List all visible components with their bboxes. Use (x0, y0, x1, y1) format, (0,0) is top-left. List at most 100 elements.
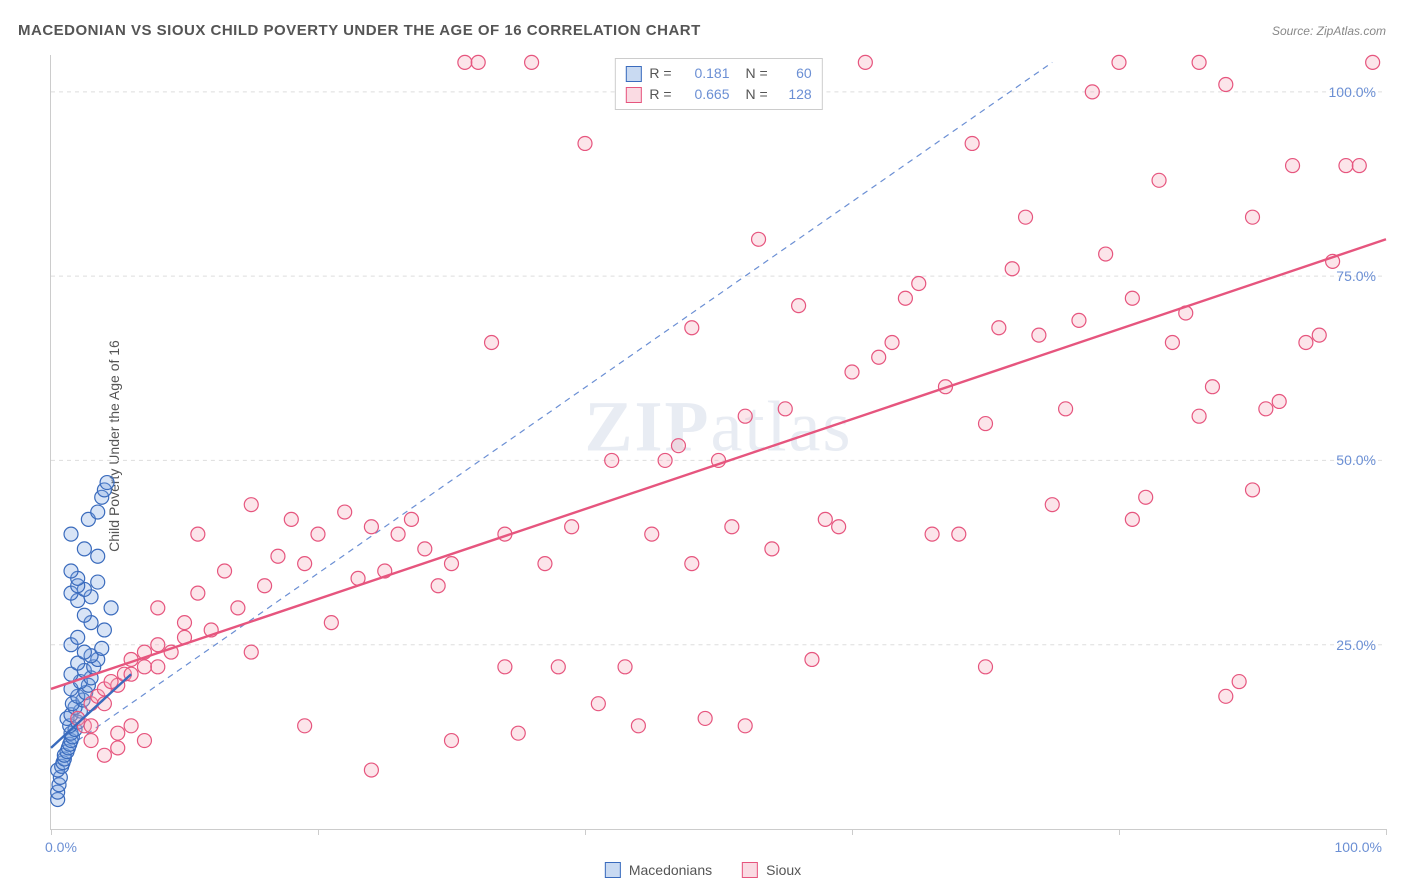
trend-line (51, 239, 1386, 689)
scatter-point (258, 579, 272, 593)
scatter-point (738, 409, 752, 423)
scatter-point (858, 55, 872, 69)
chart-title: MACEDONIAN VS SIOUX CHILD POVERTY UNDER … (18, 22, 701, 39)
scatter-point (1219, 689, 1233, 703)
y-tick-label: 25.0% (1336, 637, 1376, 653)
scatter-point (97, 748, 111, 762)
legend-label: Sioux (766, 862, 801, 878)
scatter-point (645, 527, 659, 541)
scatter-point (1045, 498, 1059, 512)
scatter-point (97, 623, 111, 637)
scatter-point (231, 601, 245, 615)
scatter-point (1085, 85, 1099, 99)
stats-swatch (625, 66, 641, 82)
scatter-point (752, 232, 766, 246)
scatter-point (952, 527, 966, 541)
scatter-point (298, 557, 312, 571)
legend-swatch (605, 862, 621, 878)
scatter-point (551, 660, 565, 674)
scatter-point (471, 55, 485, 69)
scatter-point (591, 697, 605, 711)
scatter-point (511, 726, 525, 740)
scatter-point (111, 726, 125, 740)
scatter-point (792, 299, 806, 313)
x-axis-origin-label: 0.0% (45, 839, 77, 855)
scatter-point (458, 55, 472, 69)
scatter-point (1072, 313, 1086, 327)
scatter-point (1232, 675, 1246, 689)
scatter-point (64, 527, 78, 541)
scatter-point (218, 564, 232, 578)
scatter-point (578, 136, 592, 150)
x-tick (585, 829, 586, 835)
scatter-point (91, 575, 105, 589)
scatter-point (925, 527, 939, 541)
scatter-point (979, 660, 993, 674)
scatter-point (818, 512, 832, 526)
scatter-point (805, 652, 819, 666)
scatter-point (311, 527, 325, 541)
scatter-point (1246, 483, 1260, 497)
scatter-point (404, 512, 418, 526)
plot-area: ZIPatlas R =0.181N =60R =0.665N =128 25.… (50, 55, 1386, 830)
scatter-point (1032, 328, 1046, 342)
scatter-point (64, 564, 78, 578)
scatter-point (91, 549, 105, 563)
x-axis-end-label: 100.0% (1335, 839, 1382, 855)
legend-label: Macedonians (629, 862, 712, 878)
scatter-point (84, 719, 98, 733)
scatter-point (1205, 380, 1219, 394)
scatter-point (485, 335, 499, 349)
scatter-point (765, 542, 779, 556)
x-tick (1119, 829, 1120, 835)
scatter-point (698, 711, 712, 725)
y-tick-label: 100.0% (1329, 84, 1376, 100)
scatter-point (685, 557, 699, 571)
scatter-point (1246, 210, 1260, 224)
scatter-point (538, 557, 552, 571)
stats-r-label: R = (649, 63, 671, 84)
scatter-point (418, 542, 432, 556)
legend-item: Macedonians (605, 862, 712, 878)
stats-n-value: 128 (776, 84, 812, 105)
scatter-point (565, 520, 579, 534)
legend-swatch (742, 862, 758, 878)
scatter-point (832, 520, 846, 534)
scatter-point (498, 660, 512, 674)
scatter-point (885, 335, 899, 349)
scatter-point (618, 660, 632, 674)
scatter-point (1125, 512, 1139, 526)
scatter-point (1192, 409, 1206, 423)
scatter-point (111, 741, 125, 755)
scatter-point (1139, 490, 1153, 504)
stats-swatch (625, 87, 641, 103)
scatter-point (151, 660, 165, 674)
plot-svg (51, 55, 1386, 829)
scatter-point (1059, 402, 1073, 416)
stats-r-value: 0.181 (680, 63, 730, 84)
scatter-point (845, 365, 859, 379)
scatter-point (104, 675, 118, 689)
x-tick (1386, 829, 1387, 835)
scatter-point (244, 498, 258, 512)
scatter-point (1165, 335, 1179, 349)
scatter-point (271, 549, 285, 563)
stats-row: R =0.181N =60 (625, 63, 811, 84)
scatter-point (725, 520, 739, 534)
scatter-point (445, 557, 459, 571)
stats-n-label: N = (746, 84, 768, 105)
scatter-point (1152, 173, 1166, 187)
scatter-point (631, 719, 645, 733)
stats-box: R =0.181N =60R =0.665N =128 (614, 58, 822, 110)
scatter-point (1259, 402, 1273, 416)
scatter-point (324, 616, 338, 630)
stats-r-value: 0.665 (680, 84, 730, 105)
scatter-point (77, 645, 91, 659)
scatter-point (605, 453, 619, 467)
scatter-point (124, 719, 138, 733)
stats-r-label: R = (649, 84, 671, 105)
scatter-point (979, 417, 993, 431)
scatter-point (104, 601, 118, 615)
scatter-point (151, 601, 165, 615)
scatter-point (191, 586, 205, 600)
